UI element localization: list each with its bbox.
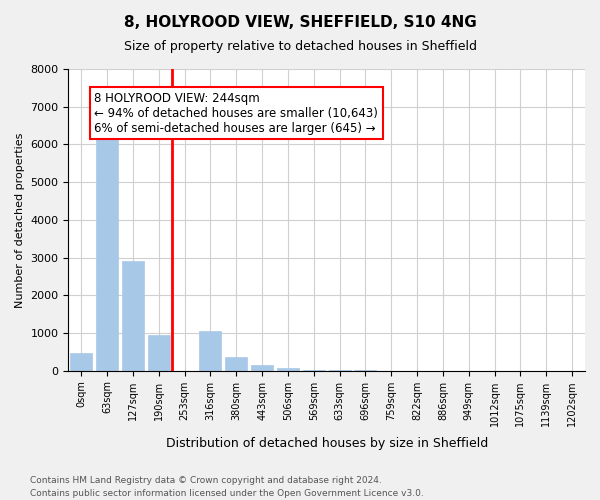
- Bar: [122, 262, 144, 370]
- Y-axis label: Number of detached properties: Number of detached properties: [15, 132, 25, 308]
- Bar: [96, 130, 118, 370]
- Text: 8, HOLYROOD VIEW, SHEFFIELD, S10 4NG: 8, HOLYROOD VIEW, SHEFFIELD, S10 4NG: [124, 15, 476, 30]
- Text: Size of property relative to detached houses in Sheffield: Size of property relative to detached ho…: [124, 40, 476, 53]
- Bar: [277, 368, 299, 370]
- Bar: [148, 335, 170, 370]
- Bar: [70, 352, 92, 370]
- Text: Contains public sector information licensed under the Open Government Licence v3: Contains public sector information licen…: [30, 488, 424, 498]
- Text: Contains HM Land Registry data © Crown copyright and database right 2024.: Contains HM Land Registry data © Crown c…: [30, 476, 382, 485]
- Bar: [251, 365, 273, 370]
- X-axis label: Distribution of detached houses by size in Sheffield: Distribution of detached houses by size …: [166, 437, 488, 450]
- Bar: [199, 331, 221, 370]
- Bar: [226, 358, 247, 370]
- Text: 8 HOLYROOD VIEW: 244sqm
← 94% of detached houses are smaller (10,643)
6% of semi: 8 HOLYROOD VIEW: 244sqm ← 94% of detache…: [94, 92, 378, 134]
